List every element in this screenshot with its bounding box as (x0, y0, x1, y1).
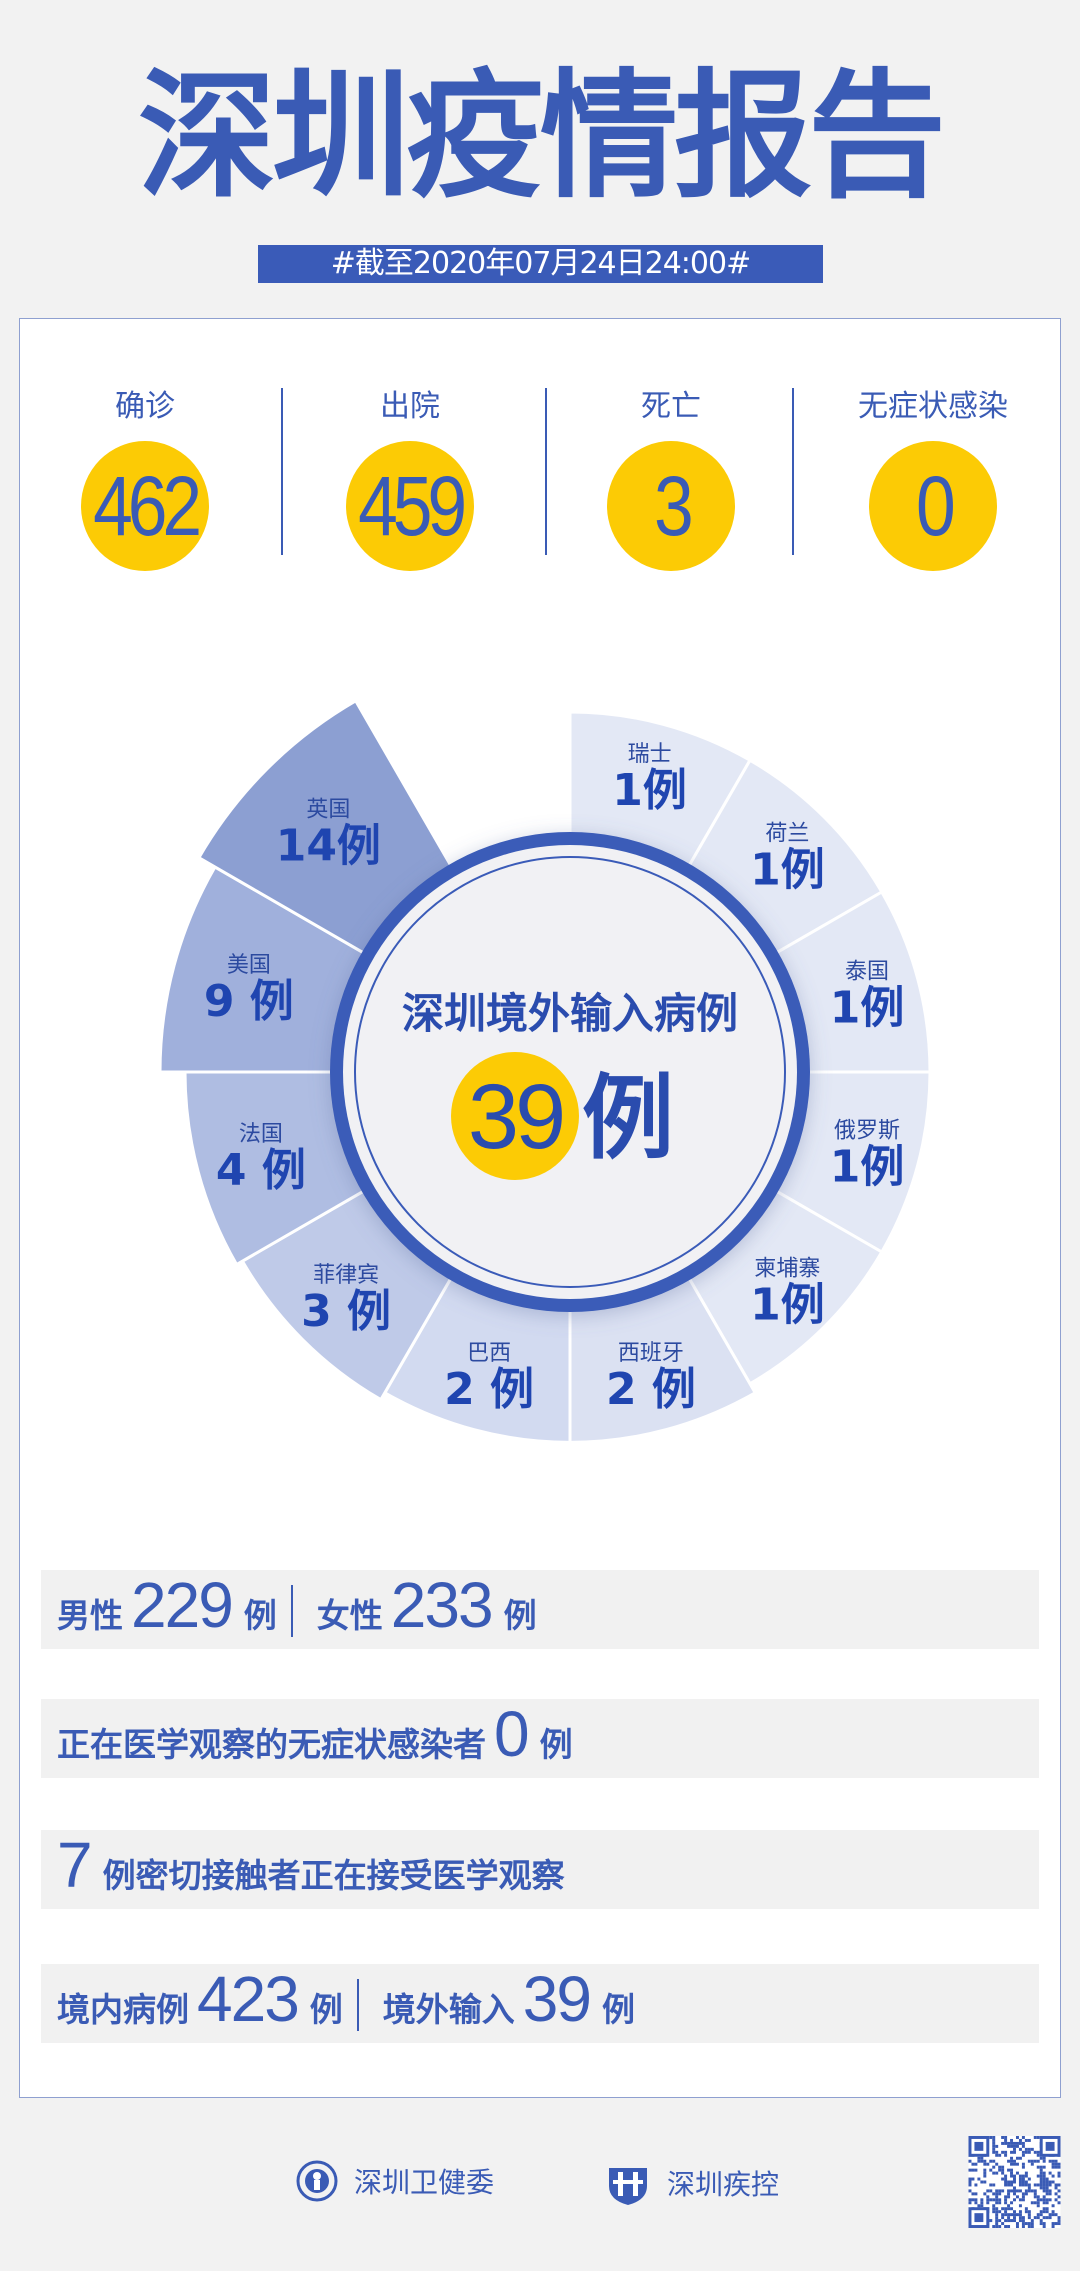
cdc-logo-icon (609, 2168, 647, 2205)
local-label: 境内病例 (57, 1990, 189, 2029)
stat-asymptomatic: 无症状感染 0 (813, 385, 1053, 571)
unit: 例 (503, 1596, 537, 1635)
stat-circle: 0 (869, 441, 997, 571)
sector-label: 西班牙 (618, 1341, 684, 1366)
sector-label: 法国 (239, 1122, 283, 1147)
sector-label: 瑞士 (628, 742, 672, 767)
stat-label: 确诊 (115, 389, 175, 424)
stat-value: 459 (358, 458, 467, 553)
female-label: 女性 (316, 1596, 383, 1635)
sector-value: 1例 (612, 765, 687, 816)
center-inner-line (354, 856, 786, 1288)
stat-deaths: 死亡 3 (551, 385, 791, 571)
stat-label: 死亡 (641, 389, 701, 424)
unit: 例 (539, 1725, 573, 1764)
stat-confirmed: 确诊 462 (25, 385, 265, 571)
sector-label: 泰国 (845, 959, 889, 984)
sector-value: 2 例 (444, 1364, 534, 1415)
chart-title: 深圳境外输入病例 (402, 989, 738, 1038)
contacts-row: 7 例密切接触者正在接受医学观察 (41, 1830, 1039, 1909)
sector-value: 2 例 (606, 1364, 696, 1415)
asymptomatic-label: 正在医学观察的无症状感染者 (57, 1725, 486, 1764)
sector-value: 1例 (750, 1279, 825, 1330)
divider (290, 1585, 293, 1637)
asymptomatic-row: 正在医学观察的无症状感染者 0 例 (41, 1699, 1039, 1778)
stat-discharged: 出院 459 (290, 385, 530, 571)
sector-value: 1例 (830, 982, 905, 1033)
sector-label: 荷兰 (765, 822, 809, 847)
stat-value: 3 (653, 458, 694, 553)
contacts-label: 例密切接触者正在接受医学观察 (102, 1856, 565, 1895)
male-label: 男性 (57, 1596, 123, 1635)
sector-value: 1例 (750, 845, 825, 896)
chart-total: 39 (468, 1066, 562, 1168)
footer-org-cdc: 深圳疾控 (605, 2160, 779, 2206)
health-commission-logo-icon (296, 2160, 338, 2202)
local-value: 423 (197, 1963, 300, 2035)
origin-row: 境内病例 423 例 境外输入 39 例 (41, 1964, 1039, 2043)
stat-value: 462 (93, 458, 202, 553)
stat-circle: 459 (346, 441, 474, 571)
stat-value: 0 (915, 458, 956, 553)
divider (356, 1979, 359, 2031)
divider (792, 388, 794, 555)
page-title: 深圳疫情报告 (137, 56, 946, 217)
sector-label: 美国 (227, 953, 271, 978)
date-banner: #截至2020年07月24日24:00# (258, 245, 823, 283)
org-name: 深圳疾控 (667, 2168, 780, 2201)
divider (545, 388, 547, 555)
sector-label: 俄罗斯 (834, 1119, 900, 1144)
sector-label: 英国 (306, 797, 350, 822)
sector-label: 柬埔寨 (754, 1256, 820, 1281)
sector-value: 1例 (830, 1142, 905, 1193)
unit: 例 (601, 1990, 635, 2029)
total-circle (451, 1052, 579, 1180)
footer-org-health-commission: 深圳卫健委 (296, 2160, 494, 2202)
unit: 例 (309, 1990, 343, 2029)
imported-value: 39 (522, 1963, 592, 2035)
sector-label: 菲律宾 (313, 1263, 379, 1288)
sector-value: 14例 (276, 820, 381, 871)
org-name: 深圳卫健委 (354, 2166, 495, 2199)
sector-value: 3 例 (301, 1286, 391, 1337)
sector-value: 4 例 (216, 1145, 306, 1196)
stat-circle: 3 (607, 441, 735, 571)
chart-total-unit: 例 (582, 1065, 674, 1172)
unit: 例 (243, 1596, 277, 1635)
contacts-value: 7 (57, 1829, 93, 1901)
sector-value: 9 例 (204, 976, 294, 1027)
qr-code-icon[interactable] (968, 2136, 1061, 2228)
imported-label: 境外输入 (382, 1990, 515, 2029)
stat-label: 出院 (380, 389, 440, 424)
female-value: 233 (390, 1569, 494, 1641)
center-disc (343, 845, 797, 1299)
divider (281, 388, 283, 555)
gender-row: 男性 229 例 女性 233 例 (41, 1570, 1039, 1649)
sector-label: 巴西 (467, 1341, 511, 1366)
male-value: 229 (131, 1569, 234, 1641)
stat-circle: 462 (81, 441, 209, 571)
asymptomatic-value: 0 (494, 1698, 530, 1770)
stat-label: 无症状感染 (858, 389, 1008, 424)
